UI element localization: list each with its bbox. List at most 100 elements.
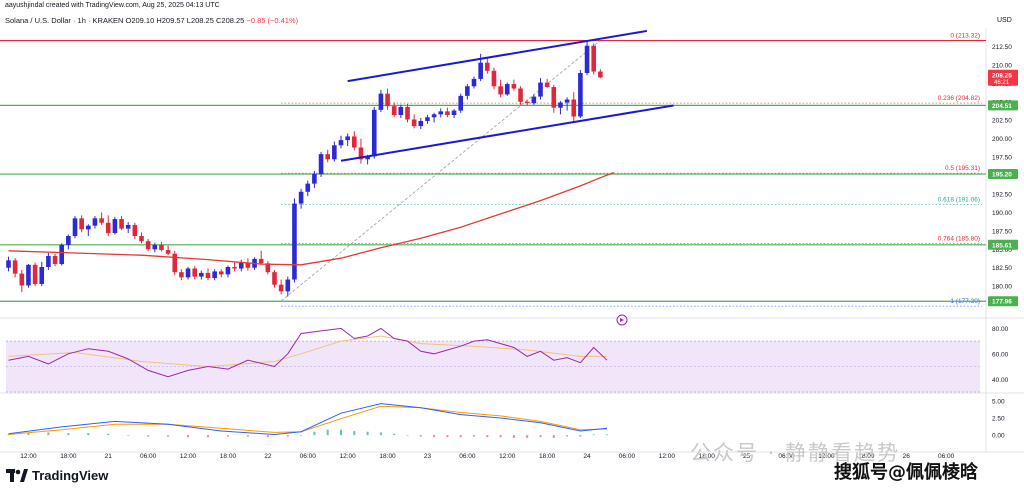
bar-countdown: 46:21 (994, 80, 1010, 86)
time-tick-label: 12:00 (659, 453, 676, 460)
candle (139, 232, 144, 244)
candle-body (245, 262, 251, 268)
candle (544, 78, 550, 88)
candle (39, 261, 45, 287)
candle (491, 67, 497, 90)
price-tick-label: 182.50 (992, 265, 1012, 272)
candle (132, 222, 138, 239)
candle (318, 151, 324, 178)
ohlc-values: O209.10 H209.57 L208.25 C208.25 (125, 16, 245, 25)
macd-histogram-bar (300, 435, 303, 436)
candle-body (305, 183, 311, 192)
candle-body (272, 272, 277, 285)
tradingview-logo-icon (6, 468, 28, 482)
price-tick-label: 185.00 (992, 247, 1012, 254)
candle-body (119, 219, 124, 229)
candle-body (52, 255, 58, 265)
candle-body (345, 136, 350, 141)
candle-body (312, 174, 317, 184)
candle-body (185, 268, 191, 278)
candle (46, 252, 51, 270)
candle-body (485, 62, 490, 71)
candle-body (418, 120, 424, 127)
candle-body (591, 45, 596, 72)
price-tick-label: 197.50 (992, 155, 1012, 162)
candle (192, 266, 197, 280)
candle-body (498, 86, 503, 95)
candle-body (551, 87, 557, 108)
candle (391, 102, 397, 118)
candle-body (531, 96, 537, 104)
macd-histogram-bar (167, 435, 170, 437)
time-tick-label: 18:00 (60, 453, 77, 460)
macd-histogram-bar (526, 435, 529, 438)
macd-histogram-bar (499, 435, 502, 438)
candle (358, 138, 364, 164)
candle (285, 276, 291, 297)
candle (451, 109, 457, 118)
candle (258, 250, 264, 265)
candle (272, 269, 277, 288)
candle-body (212, 271, 217, 279)
candle (598, 69, 603, 79)
candle-body (298, 191, 304, 204)
candle (72, 216, 78, 239)
candle (511, 79, 517, 91)
macd-line (8, 403, 608, 436)
macd-histogram-bar (592, 434, 595, 436)
candle (179, 269, 184, 281)
candle (425, 115, 430, 124)
candle-body (371, 109, 377, 157)
macd-histogram-bar (266, 435, 269, 438)
rsi-tick-label: 40.00 (992, 377, 1009, 384)
candle (584, 41, 590, 76)
macd-histogram-bar (433, 435, 436, 438)
candle (59, 243, 64, 266)
candle-body (112, 219, 118, 234)
candle-body (105, 222, 111, 234)
candle (345, 133, 350, 147)
candle-body (265, 263, 271, 273)
time-tick-label: 12:00 (20, 453, 37, 460)
candle-body (46, 255, 51, 268)
macd-histogram-bar (539, 435, 542, 438)
macd-histogram-bar (446, 435, 449, 438)
candle-body (438, 111, 444, 115)
candle (431, 112, 437, 123)
candle (591, 43, 596, 75)
time-tick-label: 06:00 (778, 453, 795, 460)
candle (312, 171, 317, 189)
candle (458, 93, 463, 113)
time-tick-label: 18:00 (539, 453, 556, 460)
candle-body (152, 244, 158, 250)
candle-body (584, 45, 590, 73)
time-tick-label: 18:00 (858, 453, 875, 460)
candle-body (219, 271, 224, 275)
time-tick-label: 12:00 (499, 453, 516, 460)
price-tick-label: 187.50 (992, 228, 1012, 235)
candle (165, 245, 171, 256)
tradingview-logo: TradingView (6, 468, 108, 483)
tradingview-logo-text: TradingView (32, 468, 109, 483)
candle-body (385, 93, 390, 107)
price-tick-label: 200.00 (992, 136, 1012, 143)
candle (245, 258, 251, 271)
candle-body (19, 273, 25, 286)
fib-level-label: 0.5 (195.31) (945, 165, 980, 172)
macd-histogram-bar (459, 435, 462, 438)
time-tick-label: 12:00 (340, 453, 357, 460)
candle-body (59, 244, 64, 265)
candle (445, 107, 450, 118)
macd-histogram-bar (226, 435, 229, 437)
macd-histogram-bar (579, 435, 582, 437)
candle (52, 253, 58, 267)
candle-body (86, 225, 91, 230)
candle (66, 234, 71, 250)
candle (32, 262, 38, 287)
candle (152, 242, 158, 253)
replay-icon-arrow (620, 318, 624, 322)
candle (338, 135, 344, 149)
price-tick-label: 210.00 (992, 62, 1012, 69)
candle (531, 94, 537, 105)
